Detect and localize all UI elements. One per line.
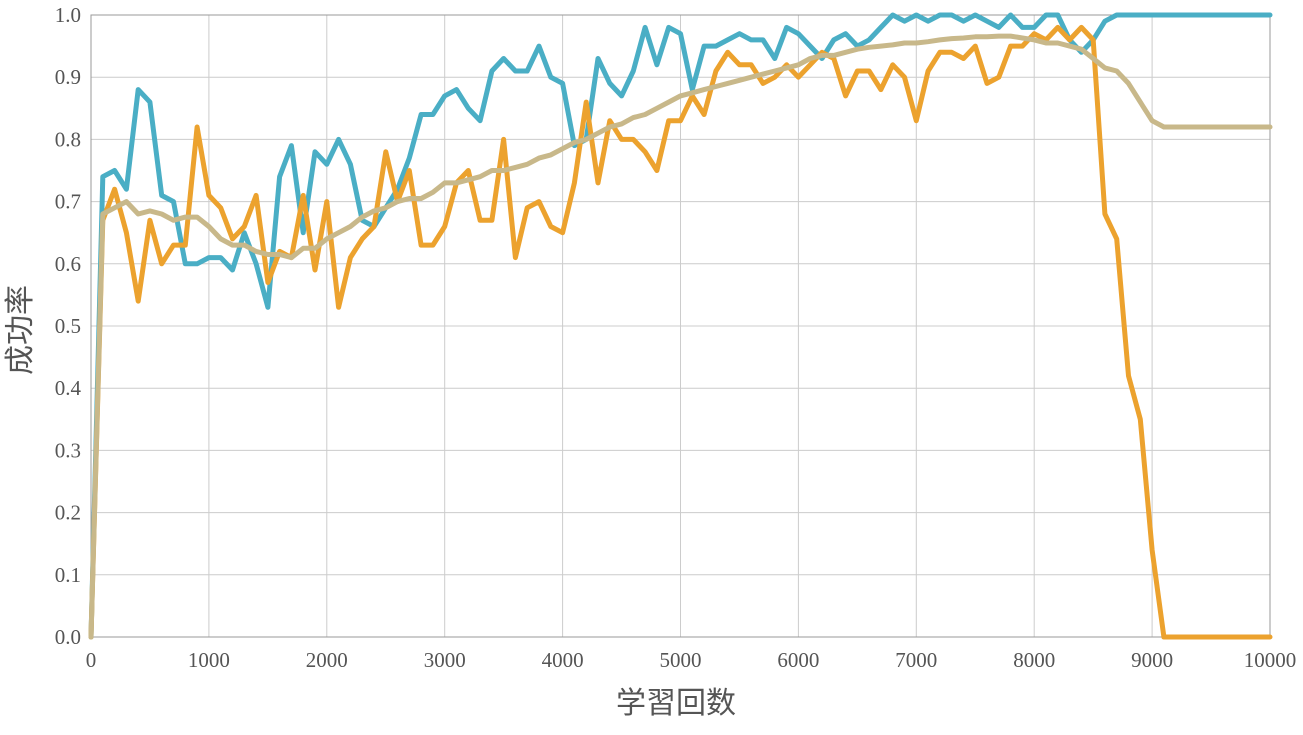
y-tick-label: 0.4: [55, 376, 82, 400]
y-tick-label: 0.7: [55, 190, 81, 214]
series-lines: [88, 12, 1273, 640]
x-axis-title: 学習回数: [616, 686, 736, 721]
x-tick-label: 9000: [1131, 648, 1173, 672]
x-tick-label: 3000: [424, 648, 466, 672]
x-tick-label: 5000: [660, 648, 702, 672]
x-tick-label: 2000: [306, 648, 348, 672]
y-tick-label: 0.1: [55, 563, 81, 587]
x-tick-label: 1000: [188, 648, 230, 672]
y-tick-label: 0.9: [55, 65, 81, 89]
x-tick-label: 6000: [777, 648, 819, 672]
plot-area-frame: [90, 14, 1271, 638]
y-tick-label: 0.5: [55, 314, 81, 338]
y-tick-label: 0.8: [55, 127, 81, 151]
x-axis-ticks: 0 1000 2000 3000 4000 5000 6000 7000 8000 9000 100…: [86, 648, 1297, 672]
x-tick-label: 10000: [1244, 648, 1297, 672]
y-tick-label: 0.3: [55, 438, 81, 462]
y-axis-title: 成功率: [3, 285, 38, 375]
x-tick-label: 4000: [542, 648, 584, 672]
y-tick-label: 1.0: [55, 3, 81, 27]
y-tick-label: 0.6: [55, 252, 81, 276]
series-line-3: [88, 33, 1273, 640]
grid: [90, 14, 1271, 638]
y-axis-ticks: 0.0 0.1 0.2 0.3 0.4 0.5 0.6 0.7 0.8 0.9 1.0: [55, 3, 82, 649]
y-tick-label: 0.2: [55, 501, 81, 525]
series-line-1: [88, 12, 1273, 640]
x-tick-label: 8000: [1013, 648, 1055, 672]
x-tick-label: 7000: [895, 648, 937, 672]
y-tick-label: 0.0: [55, 625, 81, 649]
x-tick-label: 0: [86, 648, 97, 672]
